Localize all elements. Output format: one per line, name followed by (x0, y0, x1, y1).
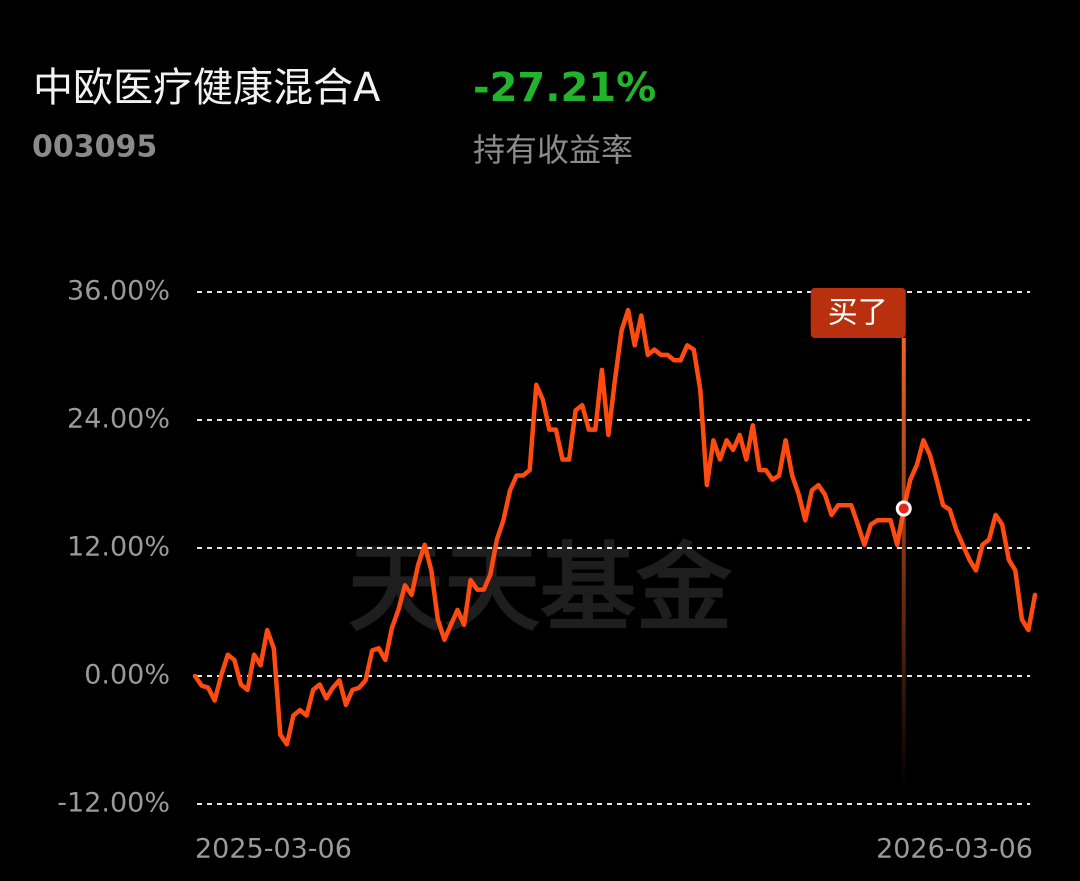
x-tick-label: 2025-03-06 (195, 834, 352, 865)
return-value: -27.21% (473, 65, 656, 111)
y-tick-label: 24.00% (67, 404, 170, 435)
line-series (192, 307, 1038, 747)
fund-title: 中欧医疗健康混合A (33, 65, 381, 111)
annotation-box (810, 288, 906, 338)
y-tick-label: 0.00% (84, 660, 170, 691)
y-tick-label: 12.00% (67, 532, 170, 563)
fund-code: 003095 (32, 130, 157, 165)
return-label: 持有收益率 (473, 131, 633, 169)
annotation-point (895, 500, 912, 517)
annotation-label: 买了 (828, 296, 888, 331)
x-tick-label: 2026-03-06 (876, 834, 1033, 865)
annotation-line (901, 338, 906, 790)
y-tick-label: 36.00% (67, 276, 170, 307)
y-tick-label: -12.00% (57, 788, 170, 819)
